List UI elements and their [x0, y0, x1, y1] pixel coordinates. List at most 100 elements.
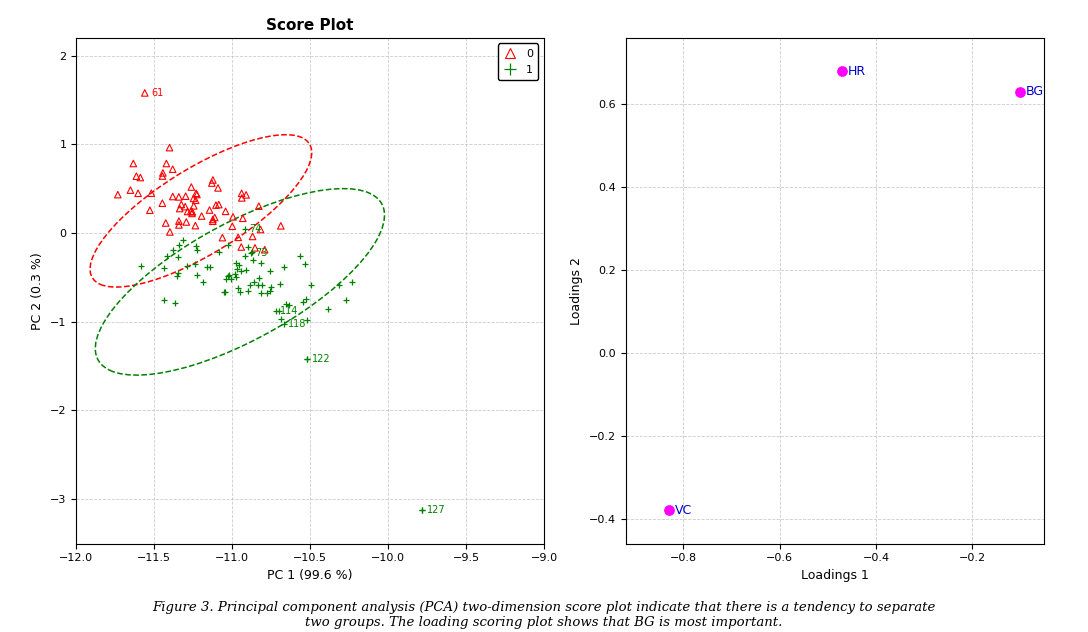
- Point: [237, 265, 255, 275]
- Point: [205, 216, 222, 226]
- Point: [178, 207, 196, 217]
- Point: [273, 314, 290, 324]
- Title: Score Plot: Score Plot: [267, 18, 354, 33]
- Point: [243, 246, 260, 257]
- Point: [222, 274, 239, 284]
- Point: [413, 505, 431, 515]
- Point: [281, 300, 298, 310]
- Point: [236, 252, 254, 262]
- Point: [245, 255, 262, 265]
- Point: [170, 220, 187, 230]
- Point: [109, 190, 126, 200]
- X-axis label: Loadings 1: Loadings 1: [801, 569, 869, 582]
- Point: [262, 282, 280, 292]
- Text: HR: HR: [848, 64, 866, 78]
- Point: [129, 188, 147, 198]
- Point: [136, 88, 153, 98]
- Point: [275, 262, 293, 272]
- Point: [413, 505, 431, 515]
- Text: 118: 118: [288, 319, 307, 329]
- Point: [224, 212, 242, 222]
- Point: [226, 269, 244, 279]
- Point: [213, 233, 231, 243]
- Text: 122: 122: [311, 354, 331, 364]
- Point: [250, 273, 268, 283]
- Point: [271, 307, 288, 317]
- Point: [193, 211, 210, 221]
- Point: [210, 200, 227, 210]
- Point: [173, 199, 190, 209]
- Point: [272, 279, 289, 289]
- Point: [252, 288, 270, 298]
- Point: [298, 315, 316, 325]
- X-axis label: PC 1 (99.6 %): PC 1 (99.6 %): [268, 569, 353, 582]
- Point: [233, 188, 250, 198]
- Point: [256, 245, 273, 255]
- Text: 127: 127: [426, 505, 446, 515]
- Y-axis label: PC 2 (0.3 %): PC 2 (0.3 %): [32, 252, 45, 330]
- Point: [234, 213, 251, 223]
- Point: [188, 270, 206, 281]
- Point: [182, 206, 199, 216]
- Text: Figure 3. Principal component analysis (PCA) two-dimension score plot indicate t: Figure 3. Principal component analysis (…: [152, 601, 936, 629]
- Point: [298, 354, 316, 364]
- Point: [170, 252, 187, 262]
- Point: [230, 260, 247, 270]
- Point: [185, 201, 202, 211]
- Point: [218, 274, 235, 284]
- Point: [201, 205, 219, 215]
- Point: [177, 191, 195, 201]
- Point: [187, 188, 205, 198]
- Point: [1012, 87, 1029, 97]
- Point: [183, 209, 200, 219]
- Text: 114: 114: [281, 306, 299, 316]
- Point: [164, 164, 182, 174]
- Text: 61: 61: [151, 88, 163, 98]
- Point: [205, 175, 222, 185]
- Point: [237, 190, 255, 200]
- Point: [294, 296, 311, 307]
- Point: [157, 218, 174, 228]
- Point: [188, 190, 206, 200]
- Point: [178, 260, 196, 270]
- Point: [259, 288, 276, 298]
- Point: [660, 506, 678, 516]
- Point: [127, 171, 145, 181]
- Point: [132, 173, 149, 183]
- Y-axis label: Loadings 2: Loadings 2: [570, 257, 583, 325]
- Point: [243, 248, 260, 258]
- Point: [343, 277, 360, 287]
- Point: [143, 188, 160, 198]
- Point: [246, 243, 263, 253]
- Point: [183, 182, 200, 192]
- Point: [215, 288, 233, 298]
- Point: [158, 159, 175, 169]
- Point: [232, 288, 249, 298]
- Point: [164, 245, 182, 255]
- Point: [185, 193, 202, 204]
- Point: [233, 242, 250, 252]
- Point: [233, 193, 250, 203]
- Point: [220, 271, 237, 281]
- Point: [272, 221, 289, 231]
- Point: [292, 250, 309, 260]
- Point: [170, 192, 187, 202]
- Point: [171, 204, 188, 214]
- Point: [166, 298, 184, 308]
- Point: [239, 241, 257, 252]
- Point: [186, 258, 203, 269]
- Point: [331, 280, 348, 290]
- Point: [230, 233, 247, 243]
- Point: [198, 262, 215, 272]
- Point: [169, 268, 186, 278]
- Legend: 0, 1: 0, 1: [498, 44, 539, 80]
- Point: [194, 277, 211, 287]
- Point: [319, 304, 336, 314]
- Point: [209, 183, 226, 193]
- Point: [207, 200, 224, 210]
- Point: [215, 287, 233, 297]
- Point: [302, 280, 320, 290]
- Point: [261, 286, 279, 296]
- Point: [261, 266, 279, 276]
- Point: [153, 198, 171, 208]
